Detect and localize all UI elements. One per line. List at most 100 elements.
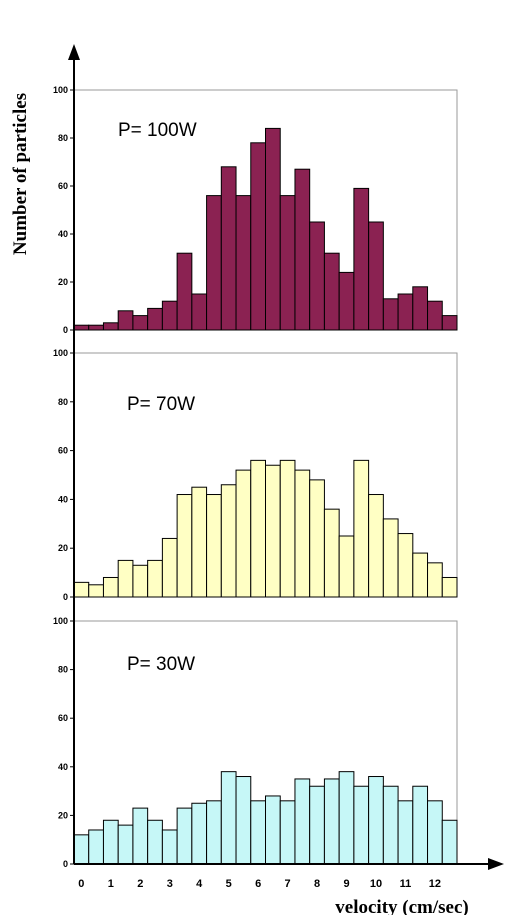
panel-3: 0 20 40 60 80 100 P= 30W bbox=[53, 616, 458, 869]
y-tick-label: 100 bbox=[53, 85, 68, 95]
bar bbox=[220, 166, 237, 331]
bar bbox=[397, 533, 414, 598]
y-tick-label: 60 bbox=[58, 181, 68, 191]
bar bbox=[132, 807, 149, 865]
panel-2: 0 20 40 60 80 100 P= 70W bbox=[53, 348, 458, 602]
bar bbox=[309, 785, 325, 865]
bar bbox=[412, 286, 429, 331]
bar bbox=[191, 486, 208, 598]
panel-1: 0 20 40 60 80 100 P= 100W bbox=[53, 85, 458, 335]
y-tick-label: 20 bbox=[58, 810, 68, 820]
bar bbox=[147, 307, 163, 331]
y-tick-label: 80 bbox=[58, 397, 68, 407]
bar bbox=[382, 298, 399, 331]
y-tick-label: 20 bbox=[58, 277, 68, 287]
bar bbox=[441, 576, 458, 598]
bar bbox=[353, 785, 370, 865]
x-tick-label: 4 bbox=[196, 878, 203, 890]
bar bbox=[279, 800, 296, 865]
y-tick-label: 0 bbox=[63, 859, 68, 869]
bar bbox=[206, 800, 222, 865]
bar bbox=[294, 778, 311, 865]
x-tick-label: 9 bbox=[343, 878, 349, 890]
y-tick-label: 60 bbox=[58, 446, 68, 456]
y-tick-label: 20 bbox=[58, 543, 68, 553]
bar bbox=[117, 559, 134, 598]
bar bbox=[427, 300, 443, 331]
y-tick-label: 100 bbox=[53, 616, 68, 626]
x-tick-label: 1 bbox=[108, 878, 114, 890]
bar bbox=[73, 324, 90, 331]
bar bbox=[191, 802, 208, 865]
x-tick-label: 11 bbox=[400, 878, 412, 890]
bar bbox=[206, 195, 222, 331]
bar bbox=[353, 187, 370, 331]
bar bbox=[147, 559, 163, 598]
bar bbox=[132, 564, 149, 598]
power-annotation: P= 70W bbox=[127, 394, 195, 415]
bar bbox=[338, 271, 355, 331]
bar bbox=[88, 324, 104, 331]
bar bbox=[220, 484, 237, 598]
x-tick-label: 8 bbox=[314, 878, 320, 890]
bar bbox=[382, 518, 399, 598]
bar bbox=[427, 800, 443, 865]
bar bbox=[309, 221, 325, 331]
y-tick-label: 0 bbox=[63, 325, 68, 335]
bar bbox=[161, 829, 178, 865]
bar bbox=[235, 195, 252, 331]
y-tick-label: 80 bbox=[58, 665, 68, 675]
power-annotation: P= 30W bbox=[127, 654, 195, 675]
bar bbox=[294, 469, 311, 598]
y-tick-label: 100 bbox=[53, 348, 68, 358]
y-tick-label: 60 bbox=[58, 713, 68, 723]
bar bbox=[309, 479, 325, 598]
y-tick-label: 40 bbox=[58, 494, 68, 504]
bar bbox=[88, 829, 104, 865]
bar bbox=[250, 459, 266, 598]
x-tick-label: 3 bbox=[167, 878, 173, 890]
bar bbox=[427, 562, 443, 598]
bar bbox=[323, 778, 340, 865]
bar bbox=[441, 819, 458, 865]
bar bbox=[117, 310, 134, 331]
bar bbox=[102, 576, 119, 598]
bar bbox=[206, 494, 222, 598]
y-tick-label: 0 bbox=[63, 592, 68, 602]
bar bbox=[441, 315, 458, 331]
bar bbox=[161, 537, 178, 598]
x-tick-label: 5 bbox=[226, 878, 232, 890]
bar bbox=[176, 252, 193, 331]
y-axis-label: Number of particles bbox=[10, 93, 31, 255]
bar bbox=[353, 459, 370, 598]
x-tick-label: 10 bbox=[370, 878, 382, 890]
bar bbox=[250, 142, 266, 331]
bar bbox=[176, 807, 193, 865]
bar bbox=[265, 464, 281, 598]
x-axis-label: velocity (cm/sec) bbox=[335, 897, 468, 915]
y-axis-arrow bbox=[68, 44, 80, 60]
bar bbox=[73, 581, 90, 598]
power-annotation: P= 100W bbox=[118, 120, 197, 141]
bar bbox=[191, 293, 208, 331]
bar bbox=[412, 552, 429, 598]
bar bbox=[323, 252, 340, 331]
y-tick-label: 40 bbox=[58, 762, 68, 772]
bar bbox=[368, 221, 384, 331]
bar bbox=[176, 494, 193, 598]
bar bbox=[397, 800, 414, 865]
bar bbox=[397, 293, 414, 331]
bar bbox=[235, 776, 252, 865]
panels-group: 0 20 40 60 80 100 P= 100W 0 20 40 60 80 100 P= 70W 0 20… bbox=[53, 85, 458, 869]
bar bbox=[279, 459, 296, 598]
bar bbox=[338, 535, 355, 598]
bar bbox=[382, 785, 399, 865]
x-tick-label: 7 bbox=[285, 878, 291, 890]
bar bbox=[220, 771, 237, 865]
bar bbox=[412, 785, 429, 865]
x-axis-arrow bbox=[488, 858, 504, 870]
bar bbox=[368, 494, 384, 598]
bar bbox=[132, 315, 149, 331]
x-tick-label: 0 bbox=[78, 878, 84, 890]
